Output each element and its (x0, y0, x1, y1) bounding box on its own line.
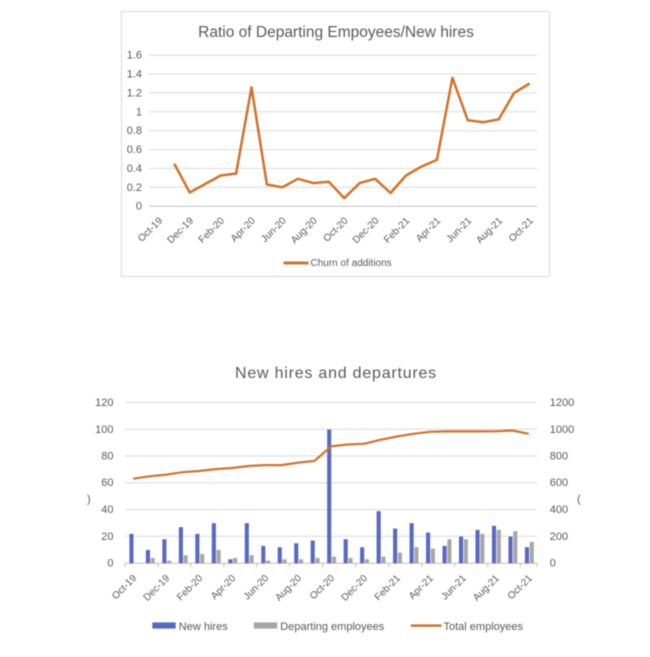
svg-text:New hires: New hires (179, 621, 228, 633)
svg-text:1.6: 1.6 (127, 50, 142, 62)
svg-text:Ratio of Departing Empoyees/Ne: Ratio of Departing Empoyees/New hires (198, 24, 474, 41)
svg-text:1: 1 (136, 106, 142, 118)
svg-text:New hires and departures: New hires and departures (235, 365, 437, 382)
svg-text:0.8: 0.8 (127, 125, 142, 137)
svg-text:0: 0 (136, 201, 142, 213)
svg-text:1.2: 1.2 (127, 87, 142, 99)
svg-text:800: 800 (550, 451, 568, 463)
svg-text:60: 60 (101, 477, 113, 489)
svg-text:100: 100 (95, 424, 113, 436)
svg-text:120: 120 (95, 397, 113, 409)
svg-text:Departing employees: Departing employees (280, 621, 384, 633)
svg-text:20: 20 (101, 531, 113, 543)
svg-text:0.2: 0.2 (127, 182, 142, 194)
svg-text:): ) (87, 494, 91, 506)
svg-text:40: 40 (101, 504, 113, 516)
svg-text:(: ( (577, 494, 581, 506)
svg-text:0: 0 (107, 558, 113, 570)
svg-text:1.4: 1.4 (127, 69, 142, 81)
svg-text:80: 80 (101, 451, 113, 463)
svg-text:1000: 1000 (550, 424, 574, 436)
svg-text:Total employees: Total employees (444, 621, 524, 633)
svg-text:0.4: 0.4 (127, 163, 142, 175)
svg-text:0.6: 0.6 (127, 144, 142, 156)
svg-text:1200: 1200 (550, 397, 574, 409)
svg-text:0: 0 (550, 558, 556, 570)
svg-text:400: 400 (550, 504, 568, 516)
svg-text:200: 200 (550, 531, 568, 543)
svg-text:600: 600 (550, 477, 568, 489)
svg-text:Churn of additions: Churn of additions (311, 258, 392, 269)
